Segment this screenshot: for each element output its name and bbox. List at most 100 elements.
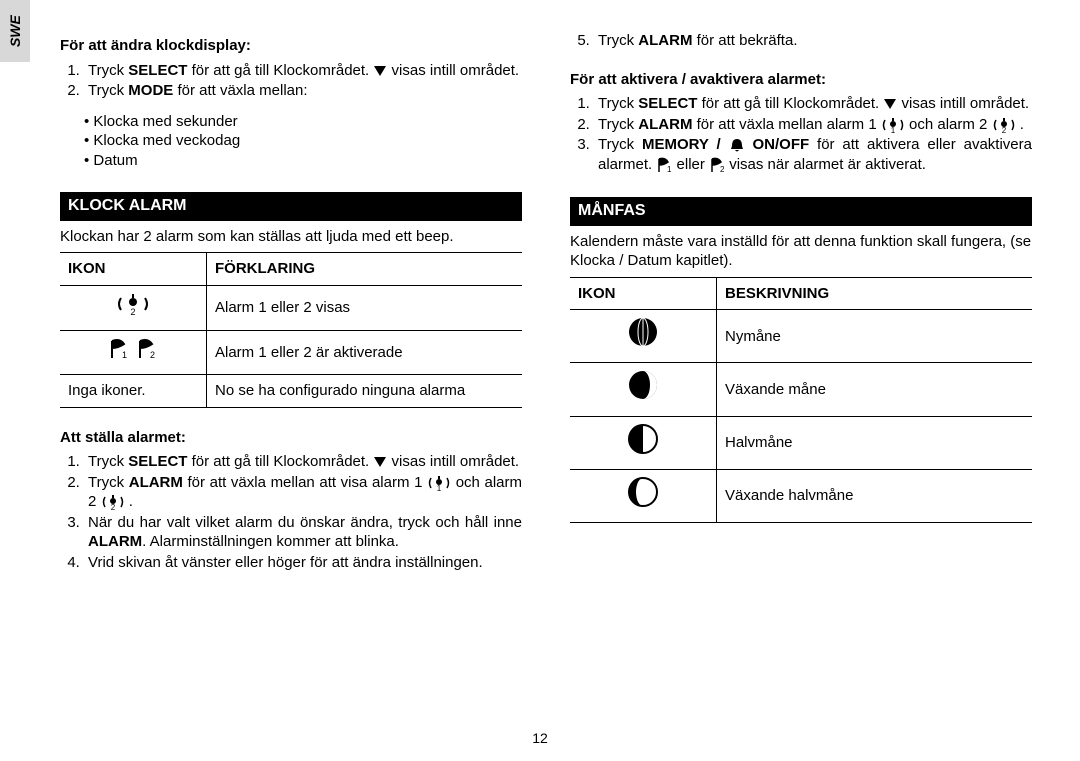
svg-text:1: 1 (891, 126, 896, 133)
text-bold: SELECT (638, 95, 697, 112)
text-bold: ALARM (88, 533, 142, 550)
text: visas intill området. (897, 95, 1029, 112)
left-column: För att ändra klockdisplay: Tryck SELECT… (60, 28, 522, 733)
activate-steps: Tryck SELECT för att gå till Klockområde… (570, 93, 1032, 175)
alarm2-icon: 2 (992, 117, 1016, 133)
text-bold: MEMORY / (642, 136, 729, 153)
set-step-5: Tryck ALARM för att bekräfta. (594, 31, 1032, 51)
language-tab: SWE (0, 0, 30, 62)
heading-set-alarm: Att ställa alarmet: (60, 428, 522, 448)
set-step-3: När du har valt vilket alarm du önskar ä… (84, 513, 522, 552)
moon-phase-table: IKON BESKRIVNING Nymåne Växande måne (570, 277, 1032, 523)
triangle-down-icon (373, 65, 387, 77)
svg-text:2: 2 (720, 165, 725, 173)
table-row: Växande måne (570, 363, 1032, 416)
table-header-row: IKON BESKRIVNING (570, 277, 1032, 310)
text-bold: ON/OFF (752, 136, 809, 153)
alarm-signal-icon: 2 (60, 285, 207, 330)
opt-date: Datum (84, 151, 522, 171)
act-step-1: Tryck SELECT för att gå till Klockområde… (594, 94, 1032, 114)
desc: No se ha configurado ninguna alarma (207, 375, 523, 408)
act-step-3: Tryck MEMORY / ON/OFF för att aktivera e… (594, 135, 1032, 174)
text: . (1020, 116, 1024, 133)
text: visas när alarmet är aktiverat. (729, 156, 926, 173)
alarm-intro: Klockan har 2 alarm som kan ställas att … (60, 227, 522, 247)
text: . (129, 493, 133, 510)
alarm1-icon: 1 (427, 475, 451, 491)
text: eller (677, 156, 710, 173)
table-row: 1 2 Alarm 1 eller 2 är aktiverade (60, 330, 522, 374)
desc: Nymåne (717, 310, 1033, 363)
th-ikon: IKON (60, 253, 207, 286)
set-step-4: Vrid skivan åt vänster eller höger för a… (84, 553, 522, 573)
opt-seconds: Klocka med sekunder (84, 112, 522, 132)
flag2-icon: 2 (709, 157, 725, 173)
text-bold: ALARM (638, 116, 692, 133)
th-ikon: IKON (570, 277, 717, 310)
text: Tryck (598, 32, 638, 49)
text: . Alarminställningen kommer att blinka. (142, 533, 399, 550)
heading-change-display: För att ändra klockdisplay: (60, 36, 522, 56)
text: Tryck (88, 474, 129, 491)
text: visas intill området. (387, 453, 519, 470)
text: Tryck (598, 136, 642, 153)
flag1-icon: 1 (656, 157, 672, 173)
set-step-2: Tryck ALARM för att växla mellan att vis… (84, 473, 522, 512)
desc: Växande måne (717, 363, 1033, 416)
alarm-icon-table: IKON FÖRKLARING 2 Alarm 1 eller 2 visas … (60, 252, 522, 407)
set-alarm-steps-cont: Tryck ALARM för att bekräfta. (570, 30, 1032, 52)
th-beskrivning: BESKRIVNING (717, 277, 1033, 310)
text-bold: SELECT (128, 62, 187, 79)
table-row: Nymåne (570, 310, 1032, 363)
svg-text:2: 2 (150, 350, 155, 360)
text: för att gå till Klockområdet. (697, 95, 883, 112)
desc: Alarm 1 eller 2 är aktiverade (207, 330, 523, 374)
svg-text:1: 1 (437, 484, 442, 491)
text-bold: SELECT (128, 453, 187, 470)
section-moon-phase: MÅNFAS (570, 197, 1032, 226)
right-column: Tryck ALARM för att bekräfta. För att ak… (570, 28, 1032, 733)
table-header-row: IKON FÖRKLARING (60, 253, 522, 286)
svg-text:2: 2 (1001, 126, 1006, 133)
text: för att växla mellan att visa alarm 1 (183, 474, 427, 491)
alarm1-icon: 1 (881, 117, 905, 133)
desc: Halvmåne (717, 416, 1033, 469)
text: När du har valt vilket alarm du önskar ä… (88, 514, 522, 531)
mode-options: Klocka med sekunder Klocka med veckodag … (60, 112, 522, 171)
desc: Alarm 1 eller 2 visas (207, 285, 523, 330)
section-clock-alarm: KLOCK ALARM (60, 192, 522, 221)
text: Tryck (598, 116, 638, 133)
th-forklaring: FÖRKLARING (207, 253, 523, 286)
text: Tryck (88, 62, 128, 79)
content-columns: För att ändra klockdisplay: Tryck SELECT… (60, 28, 1032, 733)
set-step-1: Tryck SELECT för att gå till Klockområde… (84, 452, 522, 472)
moon-waxing-half-icon (570, 469, 717, 522)
text-bold: ALARM (129, 474, 183, 491)
desc: Växande halvmåne (717, 469, 1033, 522)
table-row: Halvmåne (570, 416, 1032, 469)
no-icon-text: Inga ikoner. (60, 375, 207, 408)
text: visas intill området. (387, 62, 519, 79)
change-display-steps: Tryck SELECT för att gå till Klockområde… (60, 60, 522, 102)
text: Tryck (88, 453, 128, 470)
moon-intro: Kalendern måste vara inställd för att de… (570, 232, 1032, 271)
text: och alarm 2 (909, 116, 992, 133)
page-number: 12 (0, 729, 1080, 747)
text-bold: ALARM (638, 32, 692, 49)
text: för att bekräfta. (692, 32, 797, 49)
table-row: Växande halvmåne (570, 469, 1032, 522)
manual-page: SWE För att ändra klockdisplay: Tryck SE… (0, 0, 1080, 761)
text: för att gå till Klockområdet. (187, 62, 373, 79)
text: för att växla mellan alarm 1 (692, 116, 880, 133)
alarm2-icon: 2 (101, 494, 125, 510)
act-step-2: Tryck ALARM för att växla mellan alarm 1… (594, 115, 1032, 135)
step-1: Tryck SELECT för att gå till Klockområde… (84, 61, 522, 81)
moon-half-icon (570, 416, 717, 469)
set-alarm-steps: Tryck SELECT för att gå till Klockområde… (60, 451, 522, 573)
language-label: SWE (6, 15, 24, 47)
table-row: Inga ikoner. No se ha configurado ningun… (60, 375, 522, 408)
opt-weekday: Klocka med veckodag (84, 131, 522, 151)
table-row: 2 Alarm 1 eller 2 visas (60, 285, 522, 330)
triangle-down-icon (373, 456, 387, 468)
text-bold: MODE (128, 82, 173, 99)
